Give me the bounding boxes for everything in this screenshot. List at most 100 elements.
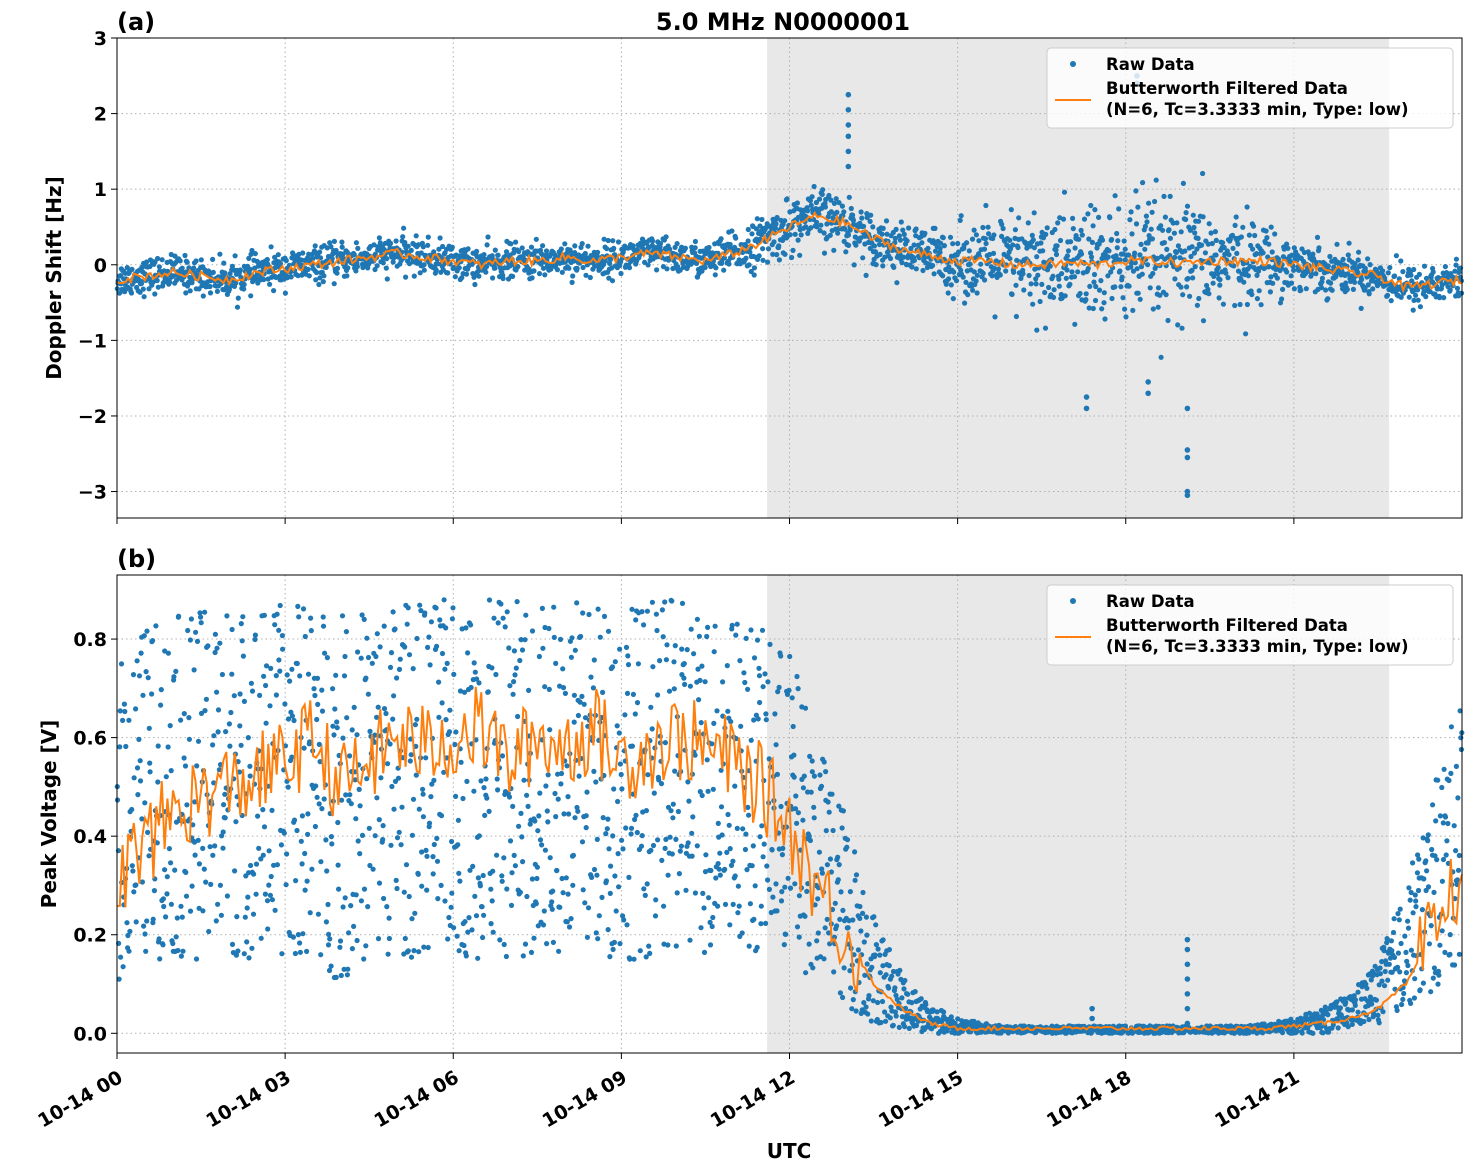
raw-data-point [173, 668, 179, 675]
raw-data-point [1064, 267, 1070, 273]
raw-data-point [674, 241, 680, 247]
raw-data-point [214, 689, 220, 695]
raw-data-point [660, 634, 666, 640]
raw-data-point [1160, 227, 1166, 233]
raw-data-point [221, 260, 227, 266]
raw-data-point [566, 924, 573, 930]
raw-data-point [276, 627, 282, 633]
raw-data-point [989, 273, 995, 279]
raw-data-point [436, 714, 442, 720]
raw-data-point [349, 727, 355, 733]
raw-data-point [644, 881, 650, 887]
raw-data-point [380, 823, 386, 829]
raw-data-point [700, 890, 706, 897]
raw-data-point [1182, 248, 1188, 254]
raw-data-point [963, 279, 969, 285]
raw-data-point [408, 752, 414, 758]
raw-data-point [922, 230, 928, 236]
raw-data-point [619, 837, 625, 843]
raw-data-point [1126, 283, 1132, 289]
raw-data-point [1155, 304, 1161, 310]
raw-data-point [155, 779, 161, 785]
raw-data-point [857, 915, 863, 922]
raw-data-point [253, 891, 259, 897]
legend-filtered-params-a: (N=6, Tc=3.3333 min, Type: low) [1106, 100, 1409, 119]
raw-data-point [657, 658, 663, 664]
raw-data-point [311, 686, 317, 692]
raw-data-point [819, 866, 825, 872]
raw-data-point [294, 827, 300, 834]
raw-data-point [1134, 266, 1140, 272]
raw-data-point [476, 680, 482, 686]
raw-data-point [189, 883, 195, 889]
raw-data-point [632, 711, 638, 717]
raw-data-point [899, 1014, 906, 1020]
y-tick-label: −2 [78, 406, 107, 428]
raw-data-point [305, 671, 312, 677]
raw-data-point [1189, 267, 1195, 273]
raw-data-point [605, 628, 612, 634]
raw-data-point [321, 796, 327, 802]
raw-data-point [282, 290, 288, 296]
raw-data-point [1085, 265, 1091, 271]
raw-data-point [473, 913, 480, 919]
raw-data-point [633, 812, 639, 818]
raw-data-point [1157, 292, 1163, 298]
raw-data-point [880, 963, 886, 969]
raw-data-point [436, 679, 442, 685]
raw-data-point [864, 961, 870, 967]
raw-data-point [990, 250, 997, 256]
raw-data-point [1291, 286, 1297, 292]
raw-data-point [1359, 276, 1365, 283]
raw-data-outlier [1145, 379, 1151, 385]
raw-data-point [687, 937, 693, 943]
raw-data-point [1441, 295, 1447, 301]
raw-data-point [850, 917, 856, 923]
raw-data-point [394, 885, 400, 892]
raw-data-point [218, 912, 224, 918]
raw-data-point [901, 254, 907, 260]
raw-data-point [417, 270, 423, 276]
raw-data-point [339, 613, 346, 619]
raw-data-point [1343, 280, 1349, 286]
raw-data-point [434, 643, 440, 650]
raw-data-point [1042, 289, 1048, 296]
raw-data-point [1266, 241, 1272, 247]
raw-data-point [1102, 316, 1108, 322]
raw-data-point [966, 248, 972, 254]
raw-data-point [819, 191, 825, 197]
raw-data-point [396, 829, 402, 835]
raw-data-point [490, 275, 496, 281]
raw-data-point [973, 278, 979, 284]
raw-data-point [426, 820, 433, 826]
raw-data-point [139, 879, 145, 885]
raw-data-point [951, 269, 957, 275]
raw-data-point [911, 242, 917, 248]
raw-data-point [773, 881, 779, 887]
raw-data-point [859, 215, 865, 221]
raw-data-point [191, 265, 197, 271]
raw-data-point [814, 224, 820, 230]
raw-data-point [616, 884, 622, 890]
raw-data-point [1200, 170, 1206, 177]
raw-data-point [1142, 246, 1148, 252]
raw-data-point [844, 837, 851, 843]
raw-data-point [413, 772, 419, 778]
raw-data-point [589, 874, 595, 881]
raw-data-point [759, 216, 765, 223]
raw-data-point [466, 915, 472, 921]
raw-data-point [412, 722, 418, 728]
raw-data-point [588, 674, 594, 680]
raw-data-outlier [845, 122, 852, 128]
raw-data-point [387, 741, 393, 747]
raw-data-point [582, 900, 588, 906]
raw-data-point [536, 653, 543, 660]
raw-data-point [220, 845, 226, 851]
raw-data-point [925, 245, 931, 251]
raw-data-point [909, 264, 915, 270]
raw-data-point [268, 244, 274, 250]
raw-data-point [815, 896, 821, 902]
raw-data-point [730, 858, 736, 864]
raw-data-point [607, 954, 613, 960]
raw-data-point [267, 281, 273, 287]
